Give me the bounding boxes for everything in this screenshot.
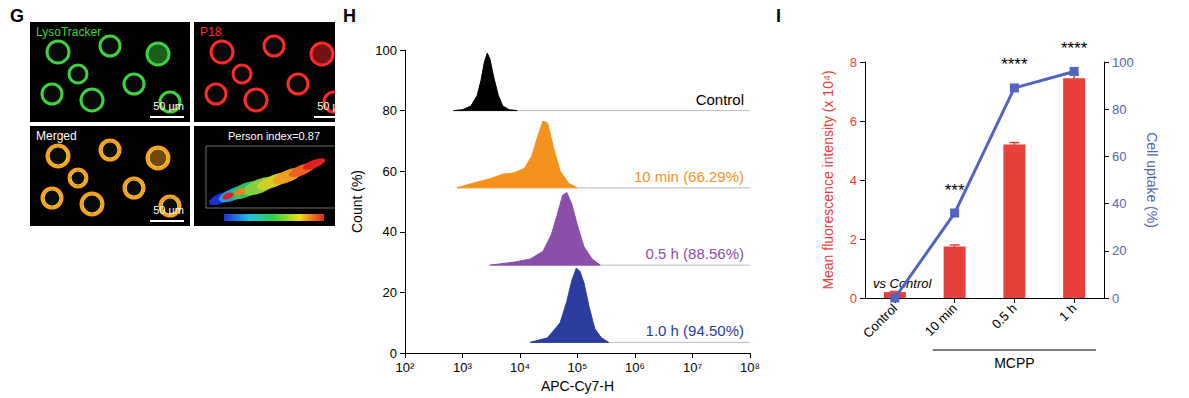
svg-text:****: **** xyxy=(1061,39,1088,58)
html-text:G: G xyxy=(10,6,24,26)
svg-text:APC-Cy7-H: APC-Cy7-H xyxy=(541,378,614,394)
svg-text:***: *** xyxy=(945,181,965,200)
svg-text:10⁴: 10⁴ xyxy=(510,360,530,375)
svg-text:1 h: 1 h xyxy=(1056,301,1079,324)
svg-text:Person index=0.87: Person index=0.87 xyxy=(228,130,320,142)
svg-text:80: 80 xyxy=(1112,102,1126,117)
svg-text:Control: Control xyxy=(860,301,900,341)
svg-text:20: 20 xyxy=(383,285,397,300)
svg-text:Control: Control xyxy=(696,91,744,108)
html-text:I: I xyxy=(776,6,781,26)
svg-text:LysoTracker: LysoTracker xyxy=(36,25,101,39)
svg-text:20: 20 xyxy=(1112,243,1126,258)
svg-text:****: **** xyxy=(1001,55,1028,74)
svg-text:80: 80 xyxy=(383,103,397,118)
svg-text:vs Control: vs Control xyxy=(872,276,932,291)
svg-text:10 min (66.29%): 10 min (66.29%) xyxy=(634,168,744,185)
html-text:H: H xyxy=(343,6,356,26)
svg-text:Merged: Merged xyxy=(36,129,77,143)
svg-text:0: 0 xyxy=(390,346,397,361)
svg-text:1.0 h (94.50%): 1.0 h (94.50%) xyxy=(646,322,744,339)
svg-text:100: 100 xyxy=(375,43,397,58)
svg-text:MCPP: MCPP xyxy=(994,355,1034,371)
svg-text:10⁸: 10⁸ xyxy=(740,360,760,375)
svg-text:Cell uptake (%): Cell uptake (%) xyxy=(1144,132,1160,228)
svg-text:50 µm: 50 µm xyxy=(153,100,184,112)
svg-text:10⁷: 10⁷ xyxy=(683,360,702,375)
svg-text:8: 8 xyxy=(850,55,857,70)
svg-text:0: 0 xyxy=(1112,291,1119,306)
svg-text:50 µm: 50 µm xyxy=(153,204,184,216)
svg-text:Mean fluorescence intensity (x: Mean fluorescence intensity (x 10⁴) xyxy=(820,70,836,289)
svg-text:60: 60 xyxy=(383,164,397,179)
svg-text:10 min: 10 min xyxy=(922,301,960,339)
svg-text:100: 100 xyxy=(1112,55,1134,70)
svg-text:6: 6 xyxy=(850,114,857,129)
svg-text:10²: 10² xyxy=(396,360,415,375)
svg-text:60: 60 xyxy=(1112,149,1126,164)
svg-text:0.5 h (88.56%): 0.5 h (88.56%) xyxy=(646,245,744,262)
svg-text:4: 4 xyxy=(850,173,857,188)
svg-text:50 µm: 50 µm xyxy=(317,100,335,112)
svg-text:0: 0 xyxy=(850,291,857,306)
svg-text:2: 2 xyxy=(850,232,857,247)
svg-text:10⁶: 10⁶ xyxy=(625,360,645,375)
svg-text:10⁵: 10⁵ xyxy=(568,360,588,375)
svg-text:0.5 h: 0.5 h xyxy=(989,301,1020,332)
svg-text:40: 40 xyxy=(1112,196,1126,211)
svg-text:P18: P18 xyxy=(200,25,222,39)
svg-text:10³: 10³ xyxy=(453,360,472,375)
svg-text:40: 40 xyxy=(383,224,397,239)
svg-text:Count (%): Count (%) xyxy=(349,170,365,233)
